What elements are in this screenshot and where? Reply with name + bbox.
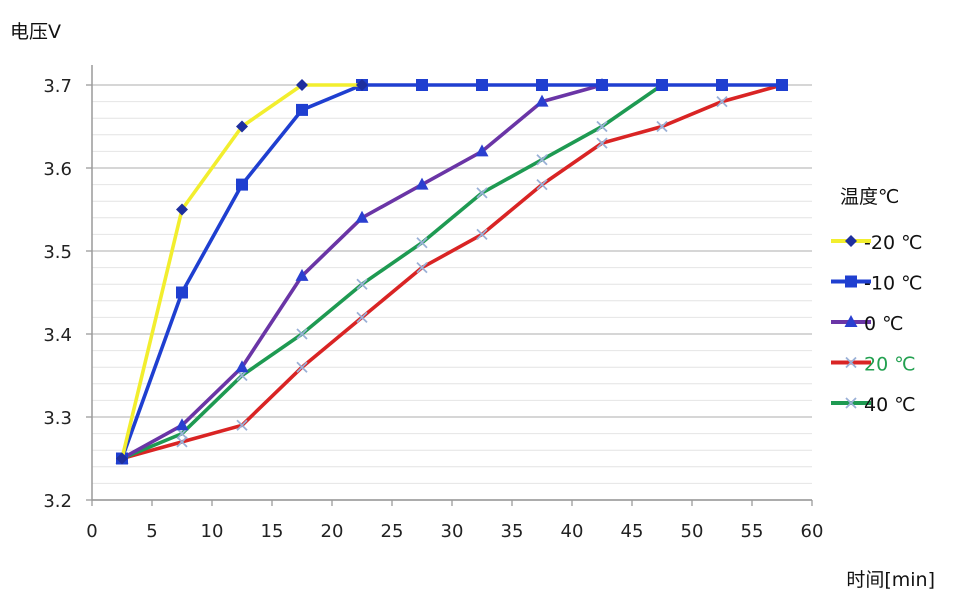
data-point xyxy=(416,237,428,249)
data-point xyxy=(296,103,308,116)
data-point xyxy=(475,144,489,157)
y-tick-label: 3.7 xyxy=(43,76,72,97)
x-tick-label: 5 xyxy=(146,521,157,542)
y-tick-label: 3.2 xyxy=(43,491,72,512)
legend-marker xyxy=(844,315,858,327)
data-point xyxy=(356,79,368,91)
legend-label: -10 ℃ xyxy=(864,273,922,295)
data-point xyxy=(356,311,368,324)
data-point xyxy=(296,328,308,340)
data-point xyxy=(656,79,668,91)
data-point xyxy=(176,203,188,216)
series-line xyxy=(120,83,784,461)
data-point xyxy=(476,228,488,241)
data-point xyxy=(716,95,728,108)
legend-marker xyxy=(845,235,857,247)
data-point xyxy=(356,278,368,290)
data-point xyxy=(296,79,308,91)
legend-label: 20 ℃ xyxy=(864,354,916,376)
data-point xyxy=(295,268,309,281)
series-3 xyxy=(116,79,788,465)
x-tick-label: 45 xyxy=(621,521,644,542)
data-point xyxy=(176,286,188,299)
data-point xyxy=(116,452,128,465)
data-point xyxy=(536,154,548,166)
legend-marker xyxy=(845,275,857,288)
x-tick-labels: 0 5 10 15 20 25 30 35 40 45 50 55 60 xyxy=(86,500,823,542)
series-line xyxy=(120,83,784,461)
x-tick-label: 60 xyxy=(801,521,824,542)
legend-item: 40 ℃ xyxy=(831,394,916,416)
y-tick-label: 3.3 xyxy=(43,408,72,429)
data-point xyxy=(176,436,188,448)
y-axis-title: 电压V xyxy=(10,21,61,43)
data-point xyxy=(416,261,428,274)
series-layer xyxy=(115,78,788,465)
legend-marker xyxy=(845,356,857,369)
x-tick-label: 55 xyxy=(741,521,764,542)
data-point xyxy=(596,137,608,149)
y-tick-labels: 3.2 3.3 3.4 3.5 3.6 3.7 xyxy=(43,76,92,512)
data-point xyxy=(656,120,668,133)
legend-marker xyxy=(845,397,857,409)
data-point xyxy=(536,79,548,91)
series-line xyxy=(120,83,364,461)
data-point xyxy=(776,79,788,91)
data-point xyxy=(476,79,488,91)
x-tick-label: 25 xyxy=(381,521,404,542)
legend-item: -10 ℃ xyxy=(831,273,922,295)
x-tick-label: 50 xyxy=(681,521,704,542)
data-point xyxy=(536,178,548,191)
x-tick-label: 40 xyxy=(561,521,584,542)
x-tick-label: 0 xyxy=(86,521,97,542)
series-1 xyxy=(116,79,788,465)
data-point xyxy=(175,418,189,431)
legend-item: 0 ℃ xyxy=(831,313,903,335)
data-point xyxy=(535,94,549,107)
data-point xyxy=(716,79,728,91)
data-point xyxy=(235,360,249,373)
axes xyxy=(91,65,812,501)
series-2 xyxy=(115,78,609,464)
x-tick-label: 30 xyxy=(441,521,464,542)
x-axis-title: 时间[min] xyxy=(846,569,935,591)
x-tick-label: 20 xyxy=(321,521,344,542)
x-tick-label: 15 xyxy=(261,521,284,542)
data-point xyxy=(416,79,428,91)
data-point xyxy=(415,177,429,190)
x-tick-label: 35 xyxy=(501,521,524,542)
x-tick-label: 10 xyxy=(201,521,224,542)
legend-label: -20 ℃ xyxy=(864,232,922,254)
data-point xyxy=(236,419,248,431)
legend-label: 40 ℃ xyxy=(864,394,916,416)
data-point xyxy=(355,210,369,223)
legend-item: 20 ℃ xyxy=(831,354,916,376)
series-0 xyxy=(116,79,368,465)
y-tick-label: 3.6 xyxy=(43,159,72,180)
legend-item: -20 ℃ xyxy=(831,232,922,254)
data-point xyxy=(236,178,248,191)
y-tick-label: 3.5 xyxy=(43,242,72,263)
y-tick-label: 3.4 xyxy=(43,325,72,346)
data-point xyxy=(596,79,608,91)
data-point xyxy=(236,120,248,133)
data-point xyxy=(476,187,488,199)
data-point xyxy=(596,120,608,133)
data-point xyxy=(296,361,308,373)
series-line xyxy=(120,83,664,461)
legend: 温度℃ -20 ℃ -10 ℃ 0 ℃ 20 ℃ 40 ℃ xyxy=(831,186,922,416)
legend-label: 0 ℃ xyxy=(864,313,903,335)
legend-title: 温度℃ xyxy=(840,186,899,208)
